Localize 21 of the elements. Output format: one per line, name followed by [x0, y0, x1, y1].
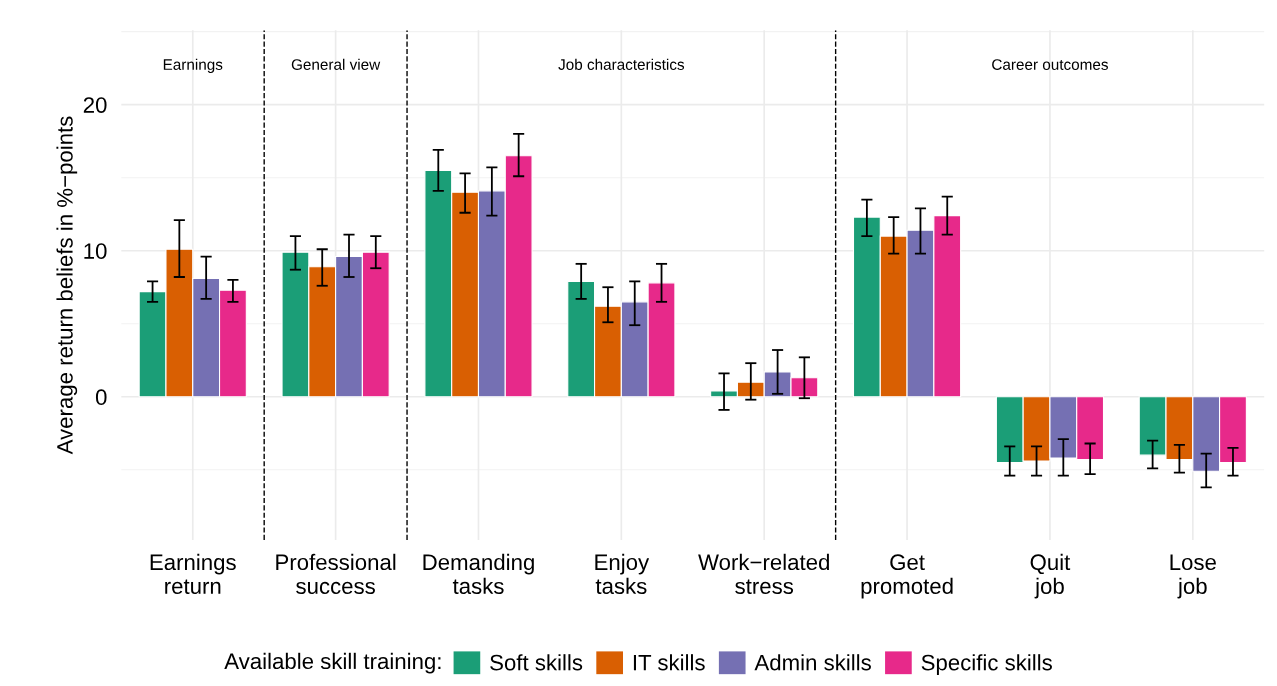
legend-label: Specific skills — [921, 654, 1052, 675]
y-tick-label: 0 — [95, 389, 107, 406]
x-tick-label: Professional success — [276, 553, 396, 595]
annotation: General view — [291, 58, 381, 70]
legend-label: IT skills — [633, 654, 705, 671]
legend-label: Admin skills — [754, 654, 871, 671]
x-tick-label: Get promoted — [861, 554, 953, 599]
x-tick-label: Lose job — [1170, 554, 1216, 599]
y-axis-title: Average return beliefs in %−points — [56, 116, 78, 455]
y-tick-label: 10 — [84, 243, 107, 259]
annotation: Earnings — [163, 58, 223, 73]
legend-title: Available skill training: — [224, 652, 441, 674]
x-tick-label: Earnings return — [150, 553, 236, 595]
x-tick-label: Demanding tasks — [423, 553, 534, 595]
x-tick-label: Work−related stress — [698, 553, 829, 595]
x-tick-label: Quit job — [1030, 553, 1071, 599]
annotation: Career outcomes — [992, 59, 1108, 70]
annotation: Job characteristics — [558, 58, 685, 70]
legend-label: Soft skills — [490, 654, 583, 671]
y-tick-label: 20 — [83, 97, 107, 113]
x-tick-label: Enjoy tasks — [595, 553, 650, 595]
